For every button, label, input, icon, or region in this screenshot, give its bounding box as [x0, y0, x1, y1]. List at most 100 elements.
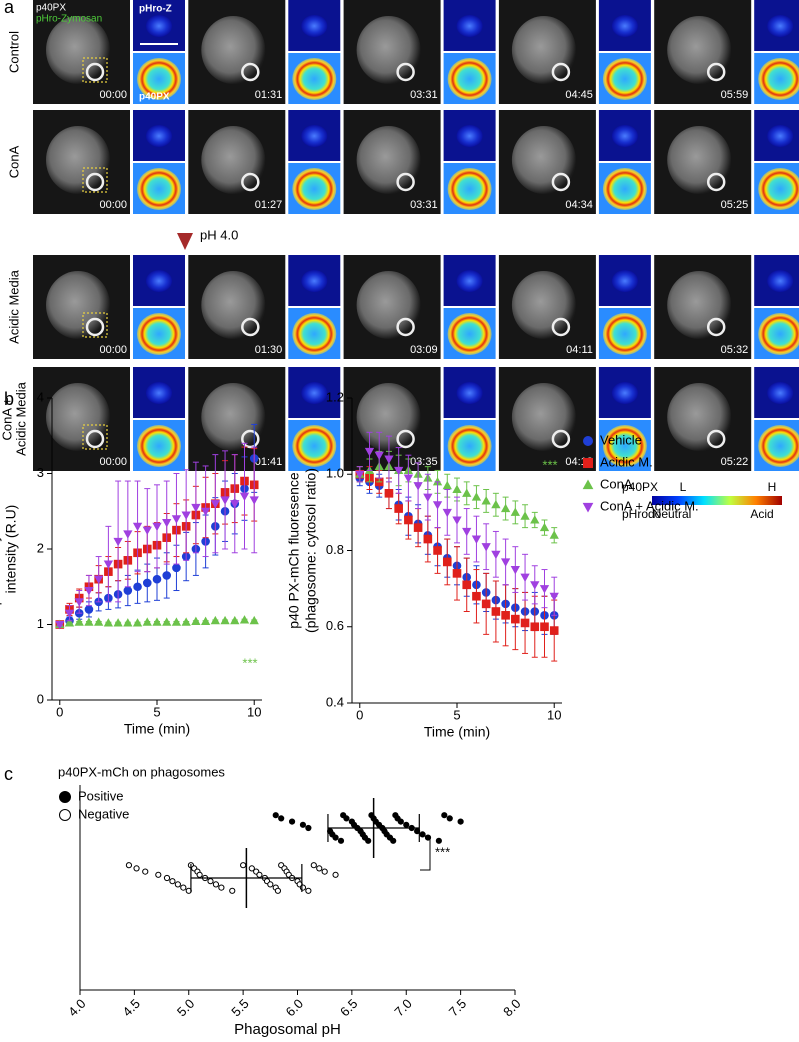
- data-point: [299, 821, 307, 828]
- colorbar-high: H: [768, 480, 777, 494]
- data-point: [181, 511, 191, 520]
- cell-image: [356, 271, 421, 339]
- inset-ring: [292, 425, 337, 467]
- phagosome: [551, 429, 571, 449]
- phagosome: [241, 172, 260, 192]
- data-point: [365, 837, 372, 844]
- data-point: [452, 569, 462, 578]
- data-point: [132, 522, 143, 532]
- data-point: [510, 566, 520, 575]
- data-point: [520, 618, 530, 628]
- data-point: [278, 815, 285, 822]
- x-tick-label: 5: [153, 704, 160, 719]
- cell-image: [201, 271, 266, 339]
- data-point: [132, 618, 143, 627]
- data-point: [462, 488, 472, 497]
- roi-box: [82, 167, 108, 193]
- data-point: [471, 492, 482, 501]
- inset-ring: [137, 425, 181, 467]
- data-point: [520, 511, 530, 520]
- data-point: [172, 563, 181, 573]
- x-tick-label: 4.5: [120, 996, 143, 1019]
- x-tick-label: 4.0: [65, 996, 88, 1019]
- timestamp: 00:00: [99, 344, 127, 356]
- data-point: [200, 507, 211, 517]
- phagosome: [85, 62, 105, 82]
- data-point: [210, 615, 220, 625]
- data-point: [491, 499, 501, 509]
- x-tick-label: 7.5: [446, 996, 469, 1019]
- data-point: [299, 884, 307, 891]
- inset-blob: [301, 125, 328, 147]
- data-point: [272, 812, 279, 819]
- data-point: [155, 871, 162, 878]
- inset-blob: [146, 270, 172, 292]
- cell-image: [511, 126, 576, 194]
- inset-blob: [146, 15, 172, 37]
- colorbar: [652, 496, 782, 505]
- data-point: [481, 496, 491, 505]
- data-point: [220, 496, 230, 505]
- inset-blob: [301, 15, 328, 37]
- data-point: [332, 871, 339, 878]
- y-axis-title: pHRodo Zymosan: [0, 493, 2, 606]
- data-point: [174, 881, 181, 888]
- data-point: [64, 618, 75, 627]
- data-point: [435, 837, 442, 844]
- treatment-label: pH 4.0: [200, 227, 238, 242]
- legend-label: Negative: [78, 806, 129, 821]
- data-point: [210, 500, 220, 509]
- chart-title: p40PX-mCh on phagosomes: [58, 764, 225, 779]
- timestamp: 00:00: [99, 89, 127, 101]
- data-point: [481, 599, 491, 609]
- y-tick-label: 0: [37, 691, 44, 706]
- inset-ring: [602, 313, 647, 355]
- inset-blob: [611, 382, 638, 404]
- y-tick-label: 1: [37, 616, 44, 631]
- data-point: [511, 614, 520, 624]
- data-point: [441, 812, 448, 819]
- data-point: [240, 862, 247, 869]
- timestamp: 03:35: [410, 456, 438, 468]
- x-axis-title: Phagosomal pH: [234, 1021, 341, 1038]
- phagosome: [85, 172, 105, 192]
- x-tick-label: 5.5: [228, 996, 251, 1019]
- timestamp: 05:25: [721, 199, 749, 211]
- timestamp: 01:30: [255, 344, 283, 356]
- significance: ***: [542, 457, 557, 472]
- cell-image: [46, 383, 110, 451]
- data-point: [162, 519, 172, 528]
- phagosome: [85, 317, 105, 337]
- data-point: [549, 592, 559, 602]
- data-point: [540, 622, 549, 632]
- y-tick-label: 2: [37, 540, 44, 555]
- y-axis-title: intensity (R.U): [3, 505, 19, 594]
- y-tick-label: 0.6: [326, 618, 344, 633]
- inset-blob: [301, 382, 328, 404]
- data-point: [471, 535, 482, 544]
- significance-bracket: [420, 835, 431, 871]
- data-point: [239, 615, 250, 624]
- data-point: [530, 581, 540, 590]
- data-point: [423, 493, 433, 502]
- data-point: [180, 884, 187, 891]
- data-point: [171, 515, 182, 524]
- data-point: [230, 500, 240, 509]
- timestamp: 03:09: [410, 344, 438, 356]
- inset-ring: [447, 313, 492, 355]
- data-point: [457, 818, 464, 825]
- data-point: [133, 865, 140, 872]
- data-point: [288, 818, 296, 825]
- x-tick-label: 7.0: [391, 996, 414, 1019]
- x-tick-label: 10: [247, 704, 261, 719]
- data-point: [403, 474, 414, 483]
- inset-label: pHro-Z: [139, 4, 172, 15]
- data-point: [162, 617, 172, 626]
- x-tick-label: 0: [356, 707, 363, 722]
- colorbar-low: Neutral: [653, 507, 692, 521]
- inset-ring: [137, 58, 181, 100]
- cell-image: [356, 383, 421, 451]
- data-point: [123, 586, 133, 595]
- colorbar-label: pHrodo: [622, 507, 662, 521]
- row-label: Control: [6, 31, 21, 73]
